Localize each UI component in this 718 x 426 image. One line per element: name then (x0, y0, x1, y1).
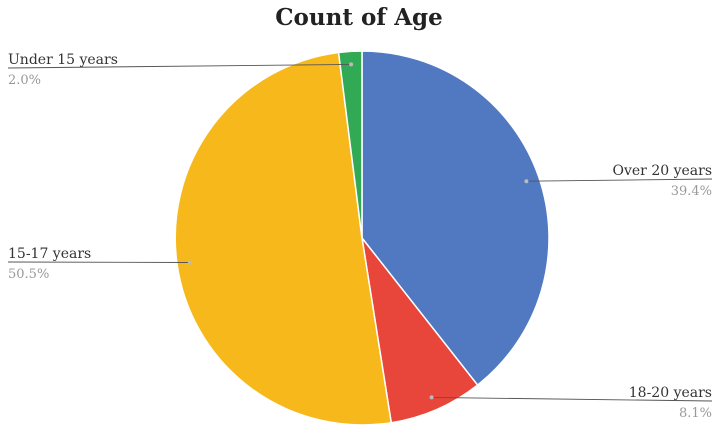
leader-line (526, 178, 713, 182)
slice-label: 18-20 years (629, 385, 712, 401)
pie-slice-15-17-years (174, 51, 393, 426)
leader-dot (524, 179, 529, 184)
slice-percent-label: 39.4% (671, 184, 712, 199)
pie-slice-under-15-years (337, 50, 363, 239)
pie-slice-18-20-years (360, 235, 479, 424)
slice-label: Under 15 years (8, 52, 118, 68)
slice-percent-label: 2.0% (8, 73, 41, 88)
chart-title: Count of Age (275, 4, 443, 31)
leader-line (7, 63, 352, 69)
slice-percent-label: 50.5% (8, 267, 49, 282)
leader-line (7, 261, 190, 263)
leader-line (431, 396, 713, 402)
pie-slice-over-20-years (361, 50, 550, 387)
leader-dot (429, 395, 434, 400)
slice-label: Over 20 years (613, 163, 713, 179)
slice-label: 15-17 years (8, 246, 91, 262)
leader-dot (349, 62, 354, 67)
slice-percent-label: 8.1% (679, 406, 712, 421)
leader-dot (187, 260, 192, 265)
